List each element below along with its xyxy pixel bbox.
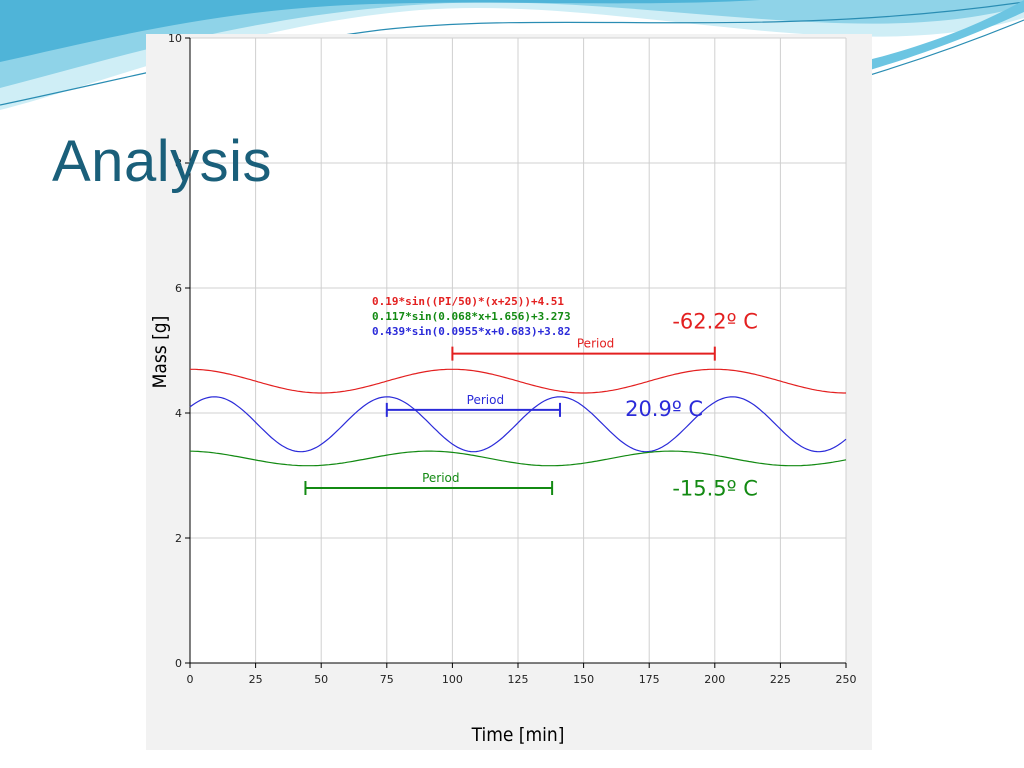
swoosh-band-light (0, 0, 1024, 110)
series-line-green (190, 450, 847, 467)
x-tick-label: 150 (573, 673, 594, 686)
x-tick-label: 175 (639, 673, 660, 686)
swoosh-line (0, 1, 1024, 106)
series-line-red (190, 368, 846, 394)
period-label-blue: Period (467, 393, 504, 407)
y-tick-labels: 0 2 4 6 8 10 (168, 34, 190, 670)
temperature-label-green: -15.5º C (672, 477, 758, 501)
x-tick-label: 50 (314, 673, 328, 686)
y-tick-label: 10 (168, 34, 182, 45)
x-tick-label: 25 (249, 673, 263, 686)
swoosh-band-dark (0, 0, 760, 62)
equation-blue: 0.439*sin(0.0955*x+0.683)+3.82 (372, 325, 571, 338)
x-tick-labels: 0 25 50 75 100 125 150 175 200 225 250 (187, 663, 857, 686)
x-tick-label: 0 (187, 673, 194, 686)
x-tick-label: 250 (836, 673, 857, 686)
period-label-green: Period (422, 471, 459, 485)
header-swoosh-decoration (0, 0, 1024, 110)
period-label-red: Period (577, 337, 614, 351)
period-markers: Period Period Period (304, 337, 716, 495)
temperature-label-red: -62.2º C (672, 310, 758, 334)
x-tick-label: 200 (704, 673, 725, 686)
series (189, 368, 847, 467)
y-tick-label: 6 (175, 282, 182, 295)
equation-legend: 0.19*sin((PI/50)*(x+25))+4.51 0.117*sin(0… (372, 295, 571, 338)
temperature-label-blue: 20.9º C (625, 397, 703, 421)
x-tick-label: 225 (770, 673, 791, 686)
y-axis-title: Mass [g] (149, 316, 171, 389)
x-tick-label: 125 (508, 673, 529, 686)
swoosh-right-band (860, 0, 1024, 70)
equation-red: 0.19*sin((PI/50)*(x+25))+4.51 (372, 295, 564, 308)
x-tick-label: 75 (380, 673, 394, 686)
swoosh-line-right (859, 19, 1024, 79)
y-tick-label: 4 (175, 407, 182, 420)
x-tick-label: 100 (442, 673, 463, 686)
x-axis-title: Time [min] (471, 724, 565, 746)
y-tick-label: 2 (175, 532, 182, 545)
y-tick-label: 8 (175, 157, 182, 170)
slide-title: Analysis (52, 129, 272, 194)
equation-green: 0.117*sin(0.068*x+1.656)+3.273 (372, 310, 571, 323)
mass-time-chart: 0 25 50 75 100 125 150 175 200 225 250 0 2 4 6 8 10 Per… (149, 34, 857, 746)
swoosh-band-mid (0, 0, 1024, 88)
temperature-labels: -62.2º C 20.9º C -15.5º C (625, 310, 758, 501)
grid (190, 37, 847, 663)
chart-frame: 0 25 50 75 100 125 150 175 200 225 250 0 2 4 6 8 10 Per… (146, 34, 872, 750)
y-tick-label: 0 (175, 657, 182, 670)
series-line-blue (189, 396, 847, 453)
